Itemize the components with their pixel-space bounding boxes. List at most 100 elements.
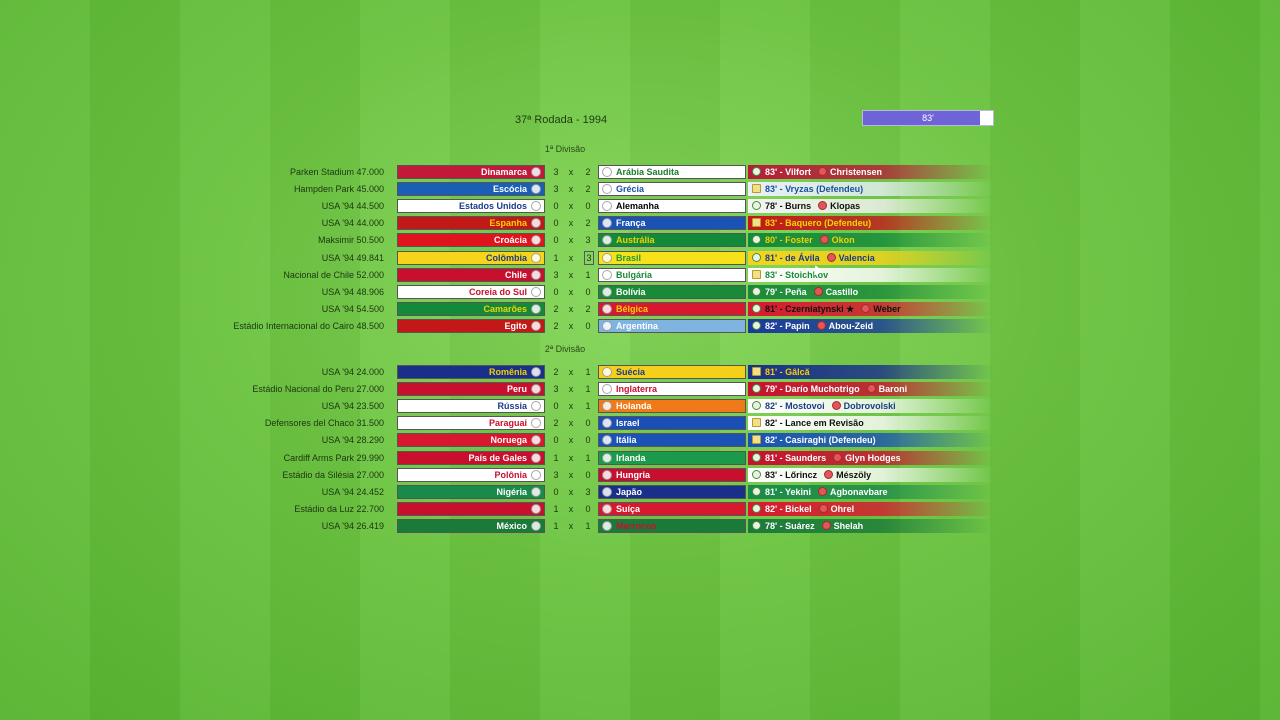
match-row[interactable]: USA '94 26.419 México 1 x 1 Marrocos 78' - Suá… <box>0 518 1280 534</box>
away-team-badge[interactable]: Grécia <box>598 182 746 197</box>
home-team-badge[interactable]: Chile <box>397 267 545 282</box>
match-clock-label: 83' <box>922 113 934 123</box>
home-team-name: Dinamarca <box>480 167 527 177</box>
home-team-badge[interactable]: Paraguai <box>397 416 545 431</box>
match-row[interactable]: USA '94 24.452 Nigéria 0 x 3 Japão 81' - Yekin… <box>0 484 1280 500</box>
away-team-badge[interactable]: Holanda <box>598 399 746 414</box>
home-team-badge[interactable]: Escócia <box>397 182 545 197</box>
home-team-badge[interactable]: Nigéria <box>397 484 545 499</box>
home-team-badge[interactable]: Peru <box>397 382 545 397</box>
home-score: 3 <box>553 167 559 177</box>
away-score: 1 <box>585 269 591 280</box>
home-team-name: País de Gales <box>468 452 527 463</box>
home-team-badge[interactable]: Polônia <box>397 467 545 482</box>
match-row[interactable]: Hampden Park 45.000 Escócia 3 x 2 Grécia 83' -… <box>0 182 1280 197</box>
away-team-badge[interactable]: Suíça <box>598 501 746 516</box>
match-row[interactable]: USA '94 48.906 Coreia do Sul 0 x 0 Bolívia 79'… <box>0 284 1280 300</box>
home-team-badge[interactable]: Portugal <box>397 501 545 516</box>
home-team-badge[interactable]: Rússia <box>397 399 545 414</box>
home-team-badge[interactable]: Romênia <box>397 365 545 379</box>
event-secondary-player: Shelah <box>833 520 864 531</box>
home-score: 3 <box>553 469 559 480</box>
event-secondary-player: Agbonavbare <box>830 486 888 497</box>
match-row[interactable]: USA '94 54.500 Camarões 2 x 2 Bélgica 81' - Cz… <box>0 301 1280 317</box>
away-team-badge[interactable]: Suécia <box>598 365 746 379</box>
away-team-name: França <box>616 218 646 229</box>
venue-attendance: Cardiff Arms Park 29.990 <box>283 452 384 463</box>
match-row[interactable]: USA '94 23.500 Rússia 0 x 1 Holanda 82' - Most… <box>0 399 1280 414</box>
away-team-badge[interactable]: França <box>598 216 746 231</box>
event-text: 78' - Burns <box>765 201 812 212</box>
home-crest-icon <box>531 503 541 514</box>
away-team-badge[interactable]: Bolívia <box>598 284 746 299</box>
match-clock-fill <box>863 111 980 125</box>
home-team-badge[interactable]: México <box>397 518 545 533</box>
away-team-badge[interactable]: Arábia Saudita <box>598 165 746 179</box>
away-team-badge[interactable]: Brasil <box>598 250 746 265</box>
match-event: 81' - Gâlcă <box>748 365 993 379</box>
away-team-badge[interactable]: Alemanha <box>598 199 746 214</box>
division-header-2: 2ª Divisão <box>544 344 586 354</box>
away-team-badge[interactable]: Bélgica <box>598 301 746 316</box>
home-team-badge[interactable]: País de Gales <box>397 450 545 465</box>
match-row[interactable]: Cardiff Arms Park 29.990 País de Gales 1 x 1… <box>0 450 1280 466</box>
match-row[interactable]: Defensores del Chaco 31.500 Paraguai 2 x 0 Is… <box>0 416 1280 431</box>
away-team-badge[interactable]: Argentina <box>598 318 746 333</box>
away-team-badge[interactable]: Irlanda <box>598 450 746 465</box>
away-crest-icon <box>602 435 612 446</box>
score-separator: x <box>568 218 574 229</box>
home-team-name: Romênia <box>488 367 527 377</box>
away-team-badge[interactable]: Japão <box>598 484 746 499</box>
match-row[interactable]: Estádio da Silésia 27.000 Polônia 3 x 0 Hungr… <box>0 467 1280 483</box>
goal-icon <box>752 201 761 211</box>
home-team-badge[interactable]: Egito <box>397 318 545 333</box>
away-team-badge[interactable]: Hungria <box>598 467 746 482</box>
away-team-name: Itália <box>616 435 637 446</box>
away-team-badge[interactable]: Bulgária <box>598 267 746 282</box>
away-team-badge[interactable]: Austrália <box>598 233 746 248</box>
event-text: 81' - Saunders <box>765 452 827 463</box>
away-team-badge[interactable]: Israel <box>598 416 746 431</box>
match-row[interactable]: Estádio da Luz 22.700 Portugal 1 x 0 Suíça 82'… <box>0 501 1280 517</box>
home-team-badge[interactable]: Estados Unidos <box>397 199 545 214</box>
match-row[interactable]: Nacional de Chile 52.000 Chile 3 x 1 Bulgária… <box>0 267 1280 283</box>
match-row[interactable]: Parken Stadium 47.000 Dinamarca 3 x 2 Arábia … <box>0 165 1280 180</box>
home-crest-icon <box>531 235 541 246</box>
home-score: 0 <box>553 435 559 446</box>
home-team-badge[interactable]: Espanha <box>397 216 545 231</box>
away-team-badge[interactable]: Itália <box>598 433 746 448</box>
penalty-icon <box>752 218 761 228</box>
venue-attendance: USA '94 24.452 <box>321 486 384 497</box>
away-team-name: Bélgica <box>616 303 649 314</box>
home-team-badge[interactable]: Camarões <box>397 301 545 316</box>
match-row[interactable]: Maksimir 50.500 Croácia 0 x 3 Austrália 80' - … <box>0 233 1280 248</box>
home-team-name: Croácia <box>493 235 527 246</box>
away-team-badge[interactable]: Inglaterra <box>598 382 746 397</box>
event-text: 81' - Czerniatynski ★ <box>765 303 855 314</box>
away-crest-icon <box>602 469 612 480</box>
venue-attendance: Defensores del Chaco 31.500 <box>264 418 384 429</box>
match-row[interactable]: USA '94 24.000 Romênia 2 x 1 Suécia 81' - Gâlc… <box>0 365 1280 380</box>
event-text: 82' - Papin <box>765 320 810 331</box>
home-team-badge[interactable]: Noruega <box>397 433 545 448</box>
home-team-badge[interactable]: Croácia <box>397 233 545 248</box>
home-score: 0 <box>553 201 559 212</box>
home-team-name: Espanha <box>489 218 527 229</box>
match-row[interactable]: USA '94 44.000 Espanha 0 x 2 França 83' - Baqu… <box>0 216 1280 231</box>
home-team-name: Polônia <box>494 469 527 480</box>
substitution-icon <box>861 303 871 313</box>
home-team-name: México <box>496 520 527 531</box>
home-team-badge[interactable]: Dinamarca <box>397 165 545 179</box>
score-separator: x <box>568 469 574 480</box>
match-row[interactable]: USA '94 28.290 Noruega 0 x 0 Itália 82' - Casi… <box>0 433 1280 448</box>
away-team-badge[interactable]: Marrocos <box>598 518 746 533</box>
home-team-badge[interactable]: Coreia do Sul <box>397 284 545 299</box>
match-row[interactable]: Estádio Internacional do Cairo 48.500 Egi… <box>0 318 1280 334</box>
match-event: 82' - Mostovoi Dobrovolski <box>748 399 993 414</box>
match-row[interactable]: USA '94 44.500 Estados Unidos 0 x 0 Alemanha 7… <box>0 199 1280 214</box>
match-row[interactable]: Estádio Nacional do Peru 27.000 Peru 3 x 1 In… <box>0 382 1280 397</box>
match-row[interactable]: USA '94 49.841 Colômbia 1 x 3 Brasil 81' - de … <box>0 250 1280 266</box>
venue-attendance: USA '94 28.290 <box>321 435 384 446</box>
away-score: 1 <box>585 384 591 395</box>
home-team-badge[interactable]: Colômbia <box>397 250 545 265</box>
